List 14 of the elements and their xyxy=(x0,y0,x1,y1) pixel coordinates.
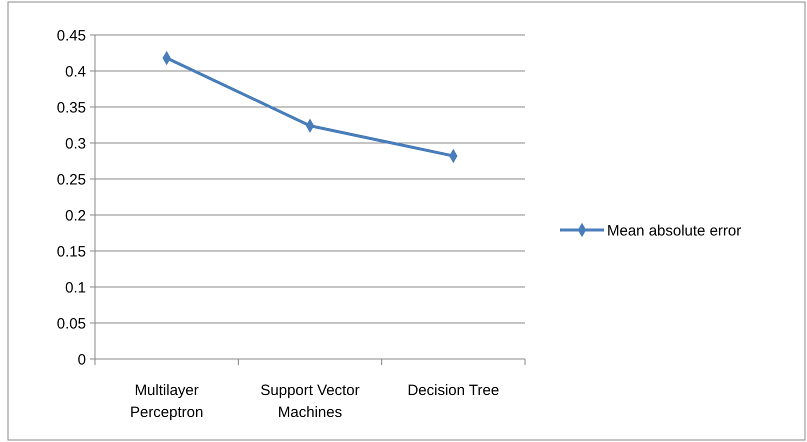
y-tick-label: 0.4 xyxy=(65,63,86,80)
y-tick-label: 0.35 xyxy=(56,99,86,116)
y-tick-label: 0 xyxy=(78,351,86,368)
legend-label: Mean absolute error xyxy=(607,222,742,240)
y-tick-label: 0.3 xyxy=(65,135,86,152)
y-tick-label: 0.05 xyxy=(56,315,86,332)
y-tick-label: 0.15 xyxy=(56,243,86,260)
y-tick-label: 0.2 xyxy=(65,207,86,224)
x-tick-label: Multilayer Perceptron xyxy=(130,382,204,421)
y-tick-label: 0.45 xyxy=(56,27,86,44)
y-tick-label: 0.1 xyxy=(65,279,86,296)
x-tick-label: Support Vector Machines xyxy=(260,382,360,421)
y-tick-label: 0.25 xyxy=(56,171,86,188)
x-tick-label: Decision Tree xyxy=(407,382,500,399)
